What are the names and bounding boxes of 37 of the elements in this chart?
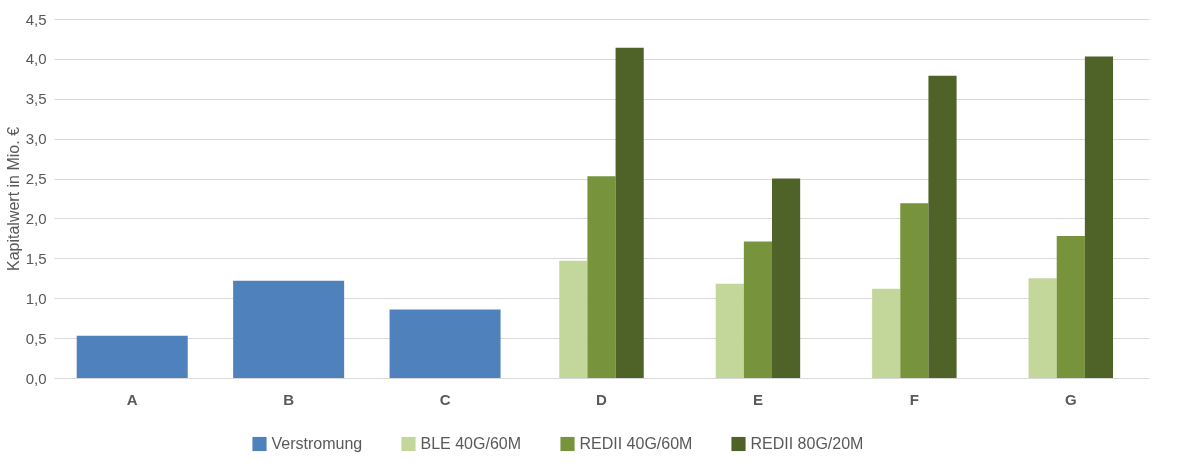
bar [389, 309, 501, 378]
legend-label: BLE 40G/60M [420, 435, 521, 452]
bar [1028, 278, 1057, 378]
x-tick-label: G [1064, 390, 1077, 408]
y-tick-label: 1,5 [25, 249, 47, 267]
bar [772, 178, 801, 378]
x-tick-label: A [126, 390, 138, 408]
bar [615, 47, 644, 378]
y-tick-label: 4,0 [25, 50, 47, 68]
y-axis-title: Kapitalwert in Mio. € [4, 126, 22, 272]
y-tick-label: 2,5 [25, 170, 47, 188]
legend-label: REDII 80G/20M [750, 435, 864, 452]
bar [715, 283, 744, 378]
bar [1084, 56, 1114, 378]
y-tick-label: 1,0 [25, 289, 47, 307]
y-tick-label: 0,0 [25, 369, 47, 387]
bar [587, 176, 616, 378]
bar [559, 260, 588, 378]
bar [743, 241, 773, 378]
y-tick-label: 0,5 [25, 329, 47, 347]
x-tick-label: D [596, 390, 608, 408]
x-tick-label: F [909, 390, 919, 408]
bar [76, 335, 188, 378]
y-tick-label: 4,5 [25, 10, 47, 28]
y-tick-label: 2,0 [25, 209, 47, 227]
x-tick-label: E [752, 390, 763, 408]
bar [900, 203, 929, 378]
bar [928, 75, 957, 378]
x-tick-label: C [439, 390, 451, 408]
x-tick-label: B [283, 390, 295, 408]
legend-label: Verstromung [271, 435, 363, 452]
y-tick-label: 3,5 [25, 90, 47, 108]
legend-label: REDII 40G/60M [579, 435, 693, 452]
bar [233, 280, 345, 378]
y-tick-label: 3,0 [25, 130, 47, 148]
bar [872, 288, 901, 378]
bar [1056, 236, 1085, 378]
